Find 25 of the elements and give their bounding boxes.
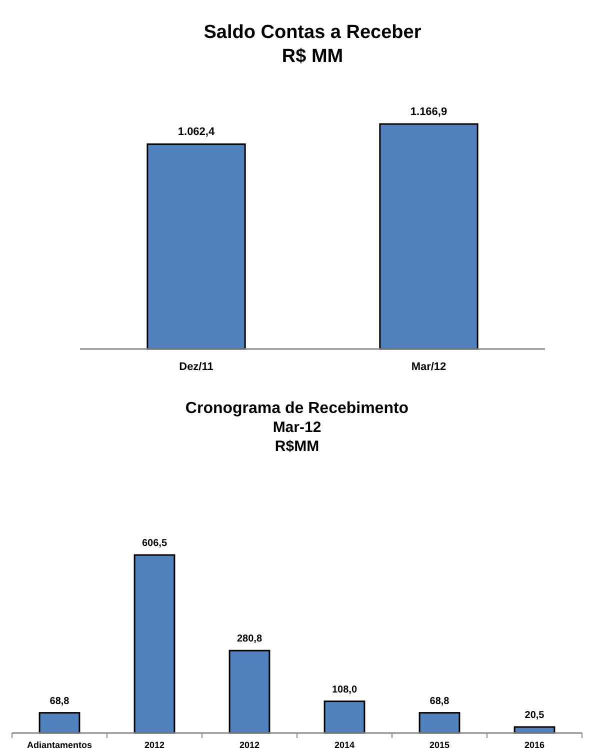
chart-subtitle: Mar-12 R$MM: [272, 419, 322, 455]
x-tick-label: Mar/12: [411, 361, 446, 373]
data-label: 68,8: [50, 696, 70, 707]
bar: [228, 650, 270, 734]
data-label: 280,8: [236, 634, 262, 645]
data-label: 20,5: [524, 710, 545, 721]
data-label: 108,0: [332, 684, 358, 696]
x-tick-label: Adiantamentos: [26, 740, 92, 750]
data-label: 1.166,9: [410, 106, 448, 118]
data-label: 68,8: [430, 696, 450, 707]
bar: [324, 700, 366, 734]
x-tick-label: 2015: [429, 740, 450, 750]
bar: [134, 554, 176, 734]
bar: [38, 712, 80, 734]
chart-title: Cronograma de Recebimento: [185, 400, 409, 417]
x-tick-label: 2016: [524, 740, 545, 750]
bar: [418, 712, 460, 734]
x-tick-label: 2012: [239, 740, 260, 750]
chart-title: Saldo Contas a Receber: [204, 22, 422, 43]
x-tick-label: 2012: [144, 740, 165, 750]
data-label: 1.062,4: [178, 126, 216, 138]
x-tick-label: 2014: [334, 740, 355, 750]
x-tick-label: Dez/11: [179, 361, 214, 373]
data-label: 606,5: [142, 538, 168, 549]
chart-subtitle: R$ MM: [282, 46, 344, 67]
